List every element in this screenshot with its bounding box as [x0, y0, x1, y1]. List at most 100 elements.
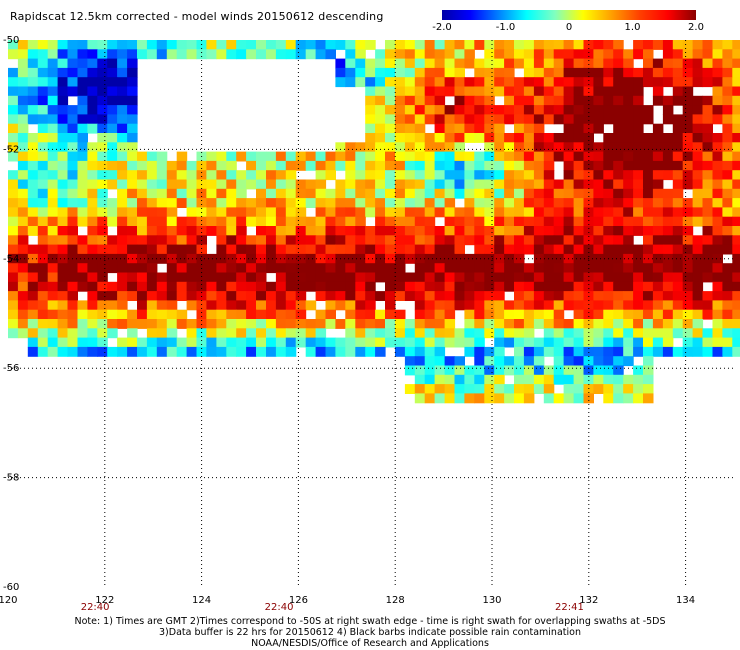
heatmap-cell [633, 77, 644, 88]
heatmap-cell [355, 346, 366, 357]
heatmap-cell [672, 67, 684, 78]
heatmap-cell [57, 319, 69, 329]
heatmap-cell [444, 365, 456, 376]
heatmap-cell [613, 226, 624, 236]
heatmap-cell [47, 114, 59, 125]
heatmap-cell [474, 133, 485, 143]
heatmap-cell [623, 384, 634, 394]
heatmap-cell [643, 356, 654, 367]
heatmap-cell [702, 300, 713, 311]
heatmap-cell [37, 188, 49, 199]
heatmap-cell [315, 272, 327, 283]
heatmap-cell [97, 179, 108, 190]
heatmap-cell [732, 226, 740, 236]
heatmap-cell [712, 170, 723, 181]
heatmap-cell [166, 235, 178, 246]
heatmap-cell [166, 291, 178, 301]
heatmap-cell [702, 226, 713, 236]
heatmap-cell [67, 216, 78, 227]
heatmap-cell [454, 300, 465, 311]
heatmap-cell [166, 309, 178, 320]
heatmap-cell [514, 49, 525, 60]
heatmap-cell [474, 300, 485, 311]
heatmap-cell [494, 198, 505, 208]
heatmap-cell [682, 207, 694, 218]
heatmap-cell [424, 105, 436, 115]
heatmap-cell [375, 244, 386, 255]
heatmap-cell [27, 105, 39, 115]
heatmap-cell [454, 281, 465, 292]
heatmap-cell [543, 328, 555, 339]
heatmap-cell [87, 49, 98, 60]
heatmap-cell [424, 95, 436, 106]
heatmap-cell [593, 356, 604, 367]
heatmap-cell [395, 49, 406, 60]
heatmap-cell [275, 179, 287, 190]
heatmap-cell [87, 235, 98, 246]
heatmap-cell [494, 49, 505, 60]
heatmap-cell [643, 291, 654, 301]
heatmap-cell [474, 244, 485, 255]
heatmap-cell [444, 142, 456, 153]
heatmap-cell [573, 291, 585, 301]
heatmap-cell [484, 67, 495, 78]
heatmap-cell [404, 356, 416, 367]
heatmap-cell [365, 77, 376, 88]
heatmap-cell [424, 319, 436, 329]
heatmap-cell [414, 40, 426, 50]
heatmap-cell [295, 319, 307, 329]
heatmap-cell [385, 281, 396, 292]
heatmap-cell [732, 58, 740, 69]
axis-labels: 120 122 124 126 128 130 132 134-50-52-54-56-58-… [0, 35, 695, 613]
heatmap-cell [603, 346, 614, 357]
heatmap-cell [127, 198, 138, 208]
heatmap-cell [107, 58, 118, 69]
heatmap-cell [523, 151, 535, 162]
heatmap-cell [464, 263, 475, 274]
heatmap-cell [464, 374, 475, 385]
heatmap-cell [37, 337, 49, 348]
heatmap-cell [444, 105, 456, 115]
heatmap-cell [325, 188, 336, 199]
heatmap-cell [722, 319, 733, 329]
heatmap-cell [464, 58, 475, 69]
heatmap-cell [107, 114, 118, 125]
heatmap-cell [732, 207, 740, 218]
heatmap-cell [67, 179, 78, 190]
heatmap-cell [47, 263, 59, 274]
heatmap-cell [285, 281, 297, 292]
heatmap-cell [652, 300, 664, 311]
heatmap-cell [613, 105, 624, 115]
heatmap-cell [474, 384, 485, 394]
heatmap-cell [692, 309, 704, 320]
heatmap-cell [474, 123, 485, 134]
heatmap-cell [206, 263, 217, 274]
heatmap-cell [514, 133, 525, 143]
heatmap-cell [484, 393, 495, 404]
heatmap-cell [543, 253, 555, 264]
heatmap-cell [156, 207, 168, 218]
heatmap-cell [246, 328, 257, 339]
heatmap-cell [553, 281, 565, 292]
heatmap-cell [176, 346, 188, 357]
heatmap-cell [543, 114, 555, 125]
heatmap-cell [385, 216, 396, 227]
heatmap-cell [335, 244, 346, 255]
heatmap-cell [682, 40, 694, 50]
heatmap-cell [305, 253, 317, 264]
heatmap-cell [385, 86, 396, 97]
heatmap-cell [246, 170, 257, 181]
heatmap-cell [57, 77, 69, 88]
heatmap-cell [553, 235, 565, 246]
heatmap-cell [652, 142, 664, 153]
heatmap-cell [355, 198, 366, 208]
heatmap-cell [295, 207, 307, 218]
heatmap-cell [444, 123, 456, 134]
heatmap-cell [57, 160, 69, 171]
heatmap-cell [295, 216, 307, 227]
heatmap-cell [57, 309, 69, 320]
heatmap-cell [404, 272, 416, 283]
heatmap-cell [226, 40, 237, 50]
heatmap-cell [375, 142, 386, 153]
heatmap-cell [156, 244, 168, 255]
